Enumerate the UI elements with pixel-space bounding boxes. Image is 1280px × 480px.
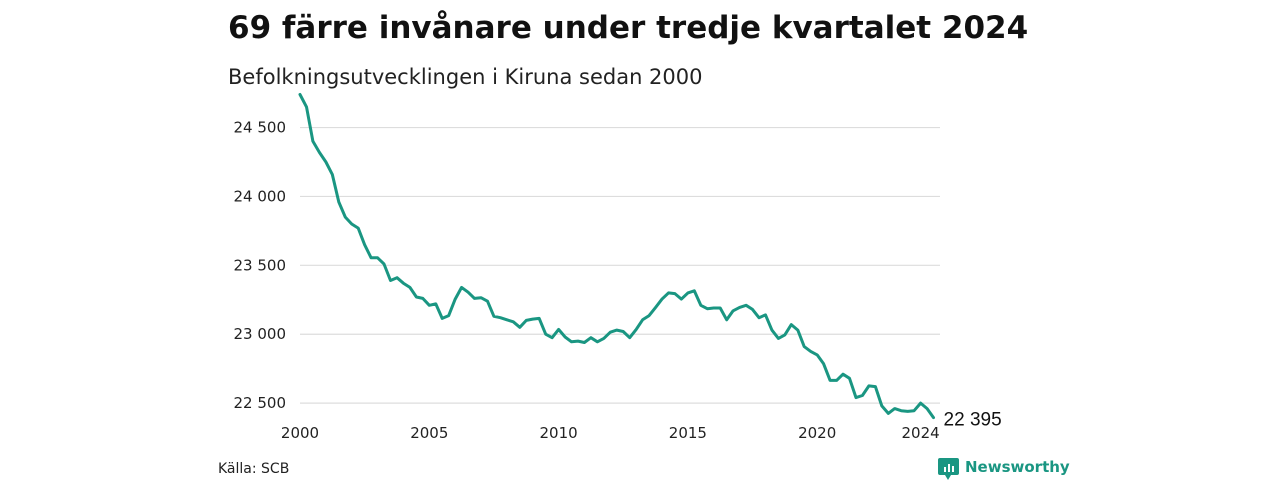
y-tick-label: 23 500 [234,256,287,274]
x-tick-label: 2005 [410,424,448,442]
x-tick-label: 2010 [539,424,577,442]
series-line [298,93,935,420]
x-tick-label: 2020 [798,424,836,442]
x-tick-label: 2015 [669,424,707,442]
source-note: Källa: SCB [218,461,289,477]
gridlines [300,126,940,404]
brand-logo: Newsworthy [938,458,1070,480]
x-tick-label: 2024 [902,424,940,442]
y-tick-label: 24 500 [234,119,287,137]
end-labels: 22 395 [944,410,1002,431]
chart-subtitle: Befolkningsutvecklingen i Kiruna sedan 2… [228,65,703,89]
newsworthy-logo-icon [938,458,959,480]
brand-name: Newsworthy [965,458,1070,476]
series-end-label: 22 395 [944,410,1002,431]
x-axis-ticks: 2000 2005 2010 2015 2020 2024 [281,424,940,442]
y-tick-label: 23 000 [234,325,287,343]
y-tick-label: 24 000 [234,187,287,205]
chart-title: 69 färre invånare under tredje kvartalet… [228,10,1028,46]
y-tick-label: 22 500 [234,394,287,412]
y-axis-ticks: 22 500 23 000 23 500 24 000 24 500 [234,119,287,413]
series-lines [298,93,935,420]
x-tick-label: 2000 [281,424,319,442]
